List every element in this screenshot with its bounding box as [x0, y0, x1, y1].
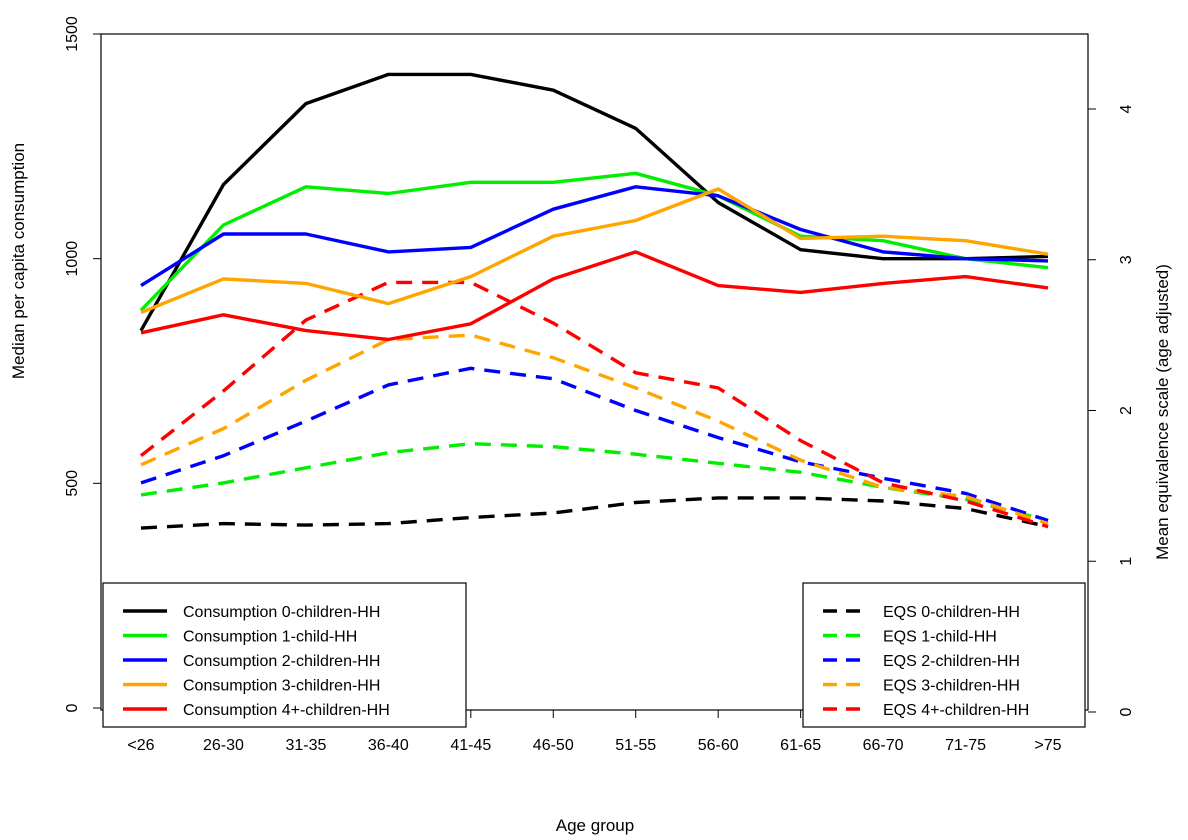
series-layer	[139, 72, 1049, 530]
legend-consumption-label: Consumption 0-children-HH	[183, 604, 380, 621]
y-axis-right-title: Mean equivalence scale (age adjusted)	[1153, 264, 1172, 560]
x-axis-title: Age group	[556, 816, 634, 835]
x-tick-label: 26-30	[203, 737, 244, 754]
x-tick-label: 36-40	[368, 737, 409, 754]
consumption-series-line	[139, 72, 1049, 332]
y-left-tick-label: 0	[64, 703, 81, 712]
y-left-tick-label: 1000	[64, 241, 81, 277]
legend-consumption-label: Consumption 2-children-HH	[183, 653, 380, 670]
legend-eqs-label: EQS 1-child-HH	[883, 629, 997, 646]
y-left-tick-label: 1500	[64, 16, 81, 52]
x-tick-label: 71-75	[945, 737, 986, 754]
eqs-series-line	[140, 496, 1049, 530]
y-right-tick-label: 0	[1118, 707, 1135, 716]
x-tick-label: >75	[1034, 737, 1061, 754]
x-tick-label: 56-60	[698, 737, 739, 754]
legend-consumption-label: Consumption 1-child-HH	[183, 629, 357, 646]
legend-consumption-box	[102, 582, 467, 728]
y-axis-left-title: Median per capita consumption	[9, 143, 28, 379]
plot-box	[100, 33, 1089, 711]
consumption-series-line	[140, 250, 1049, 342]
legend-eqs-label: EQS 4+-children-HH	[883, 702, 1029, 719]
consumption-series-line	[140, 185, 1049, 288]
x-tick-label: <26	[127, 737, 154, 754]
consumption-series-line	[140, 187, 1049, 315]
y-right-tick-label: 3	[1118, 255, 1135, 264]
eqs-series-line	[140, 333, 1049, 526]
legend-consumption-label: Consumption 4+-children-HH	[183, 702, 390, 719]
legend-layer: Consumption 0-children-HH Consumption 1-c…	[102, 582, 1086, 728]
eqs-series-line	[139, 280, 1049, 529]
x-tick-label: 61-65	[780, 737, 821, 754]
legend-eqs-label: EQS 3-children-HH	[883, 678, 1020, 695]
x-tick-label: 41-45	[450, 737, 491, 754]
x-tick-label: 31-35	[285, 737, 326, 754]
y-right-tick-label: 1	[1118, 557, 1135, 566]
legend-eqs-box	[802, 582, 1086, 728]
y-left-tick-label: 500	[64, 470, 81, 497]
y-right-tick-label: 4	[1118, 104, 1135, 113]
x-tick-label: 66-70	[863, 737, 904, 754]
x-tick-label: 51-55	[615, 737, 656, 754]
eqs-series-line	[140, 366, 1049, 523]
x-tick-label: 46-50	[533, 737, 574, 754]
legend-eqs-label: EQS 2-children-HH	[883, 653, 1020, 670]
axes-layer: <26 26-30 31-35 36-40 41-45 46-50 51-55 56-60 61…	[64, 16, 1135, 754]
consumption-series-line	[139, 171, 1049, 312]
legend-eqs-label: EQS 0-children-HH	[883, 604, 1020, 621]
y-right-tick-label: 2	[1118, 406, 1135, 415]
legend-consumption-label: Consumption 3-children-HH	[183, 678, 380, 695]
